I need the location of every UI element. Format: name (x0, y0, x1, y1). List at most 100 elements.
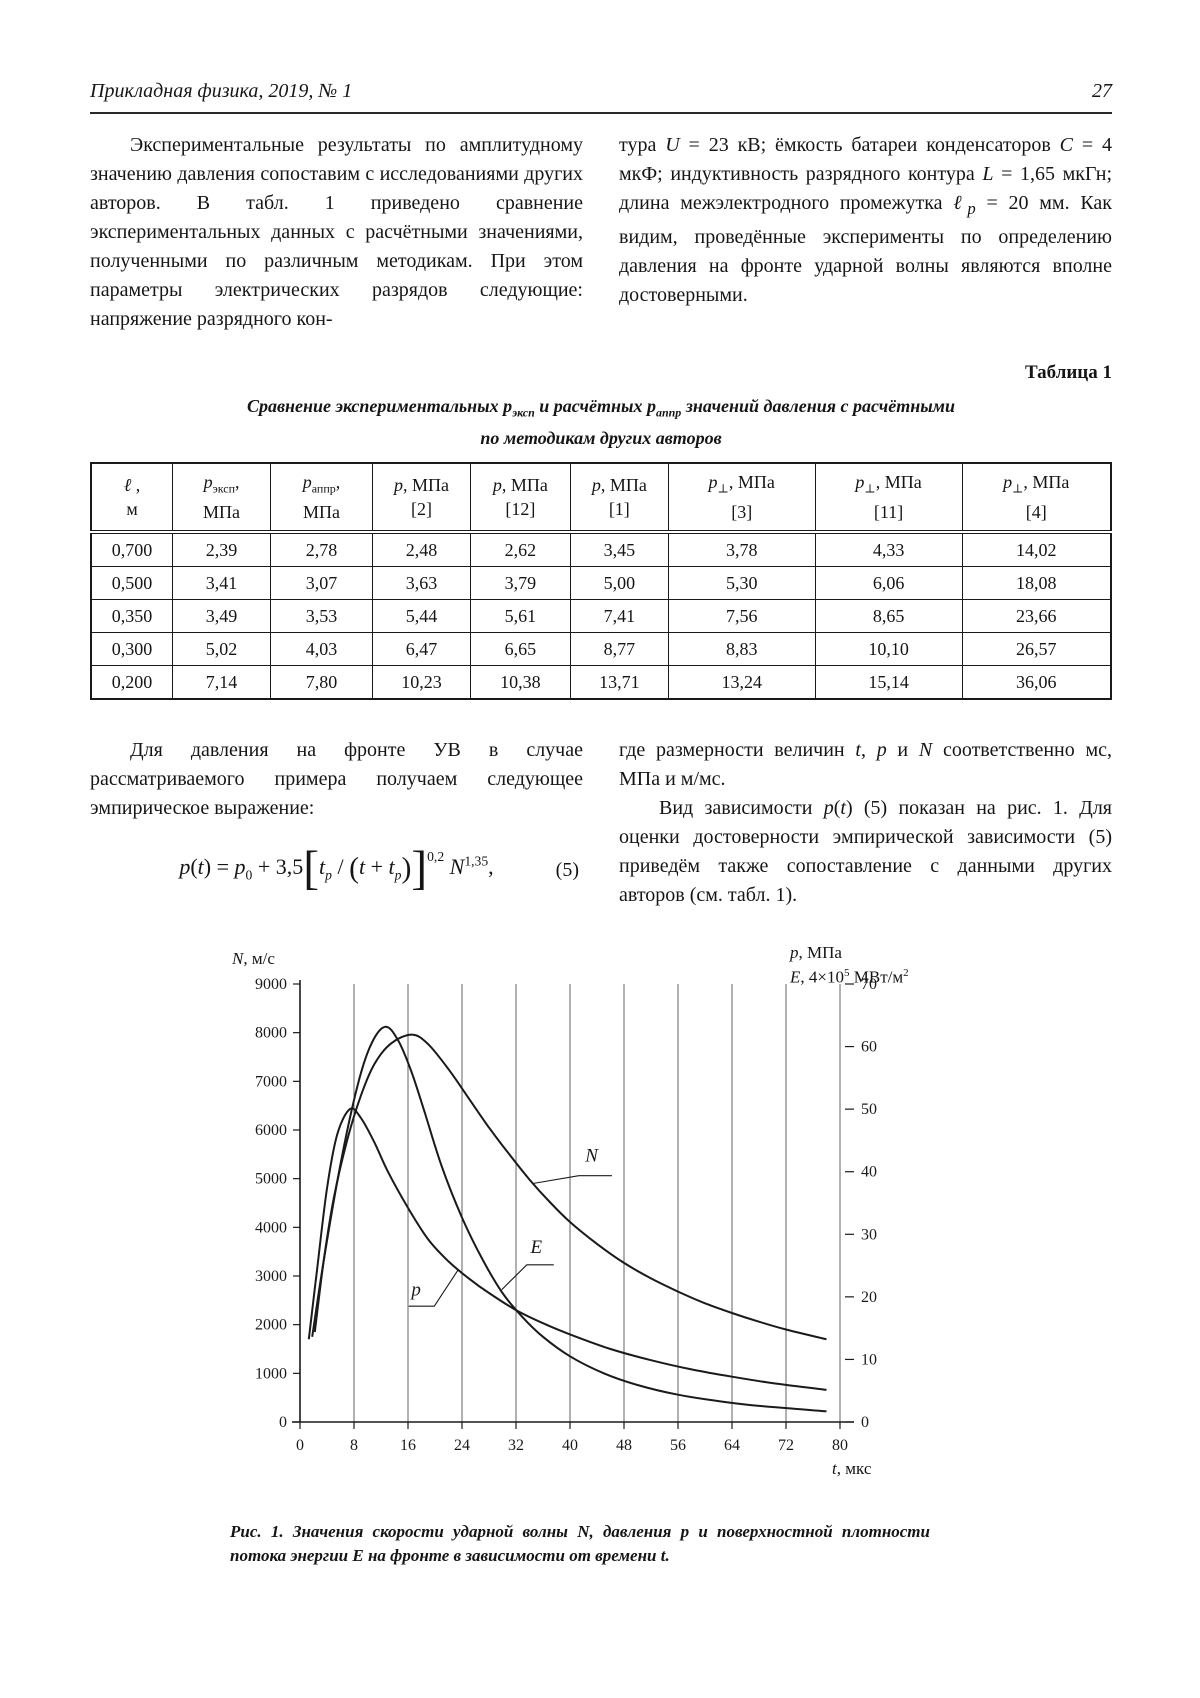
figure-caption: Рис. 1. Значения скорости ударной волны … (230, 1522, 930, 1566)
x-tick-label: 8 (350, 1437, 358, 1454)
right-tick-label: 10 (861, 1352, 877, 1369)
right-axis-title: p, МПа E, 4×105 МВт/м2 (790, 942, 909, 988)
x-tick-label: 80 (832, 1437, 848, 1454)
left-tick-label: 8000 (255, 1025, 287, 1042)
table-cell: 0,300 (90, 632, 174, 667)
table-label: Таблица 1 (1024, 362, 1112, 383)
table-cell: 6,65 (469, 632, 571, 667)
table-row: 0,700 2,39 2,78 2,48 2,62 3,45 3,78 4,33 14,02 (90, 531, 1112, 568)
left-tick-label: 5000 (255, 1171, 287, 1188)
table-cell: 6,47 (372, 632, 471, 667)
table-header-col8: p⊥, МПа [11] (814, 462, 963, 535)
table-cell: 3,41 (172, 566, 271, 601)
chart-canvas: 0 1000 2000 3000 4000 5000 6000 7000 8000 9000 0 8 1… (255, 976, 877, 1454)
table-cell: 26,57 (961, 632, 1112, 667)
table-cell: 5,30 (667, 566, 816, 601)
mid-section: Для давления на фронте УВ в случае рассм… (90, 736, 1112, 910)
left-tick-label: 9000 (255, 976, 287, 993)
page-header: Прикладная физика, 2019, № 1 27 (90, 80, 1112, 103)
curve-label-E: E (529, 1237, 542, 1258)
table-cell: 3,49 (172, 599, 271, 634)
table-caption-line2: по методикам других авторов (480, 427, 722, 448)
x-tick-label: 72 (778, 1437, 794, 1454)
table-cell: 4,33 (814, 531, 963, 568)
left-tick-label: 7000 (255, 1074, 287, 1091)
right-axis-title-pressure: p, МПа (790, 943, 842, 963)
right-tick-label: 50 (861, 1101, 877, 1118)
table-cell: 10,38 (469, 665, 571, 700)
right-tick-label: 70 (861, 976, 877, 993)
x-tick-label: 40 (562, 1437, 578, 1454)
table-cell: 7,41 (569, 599, 669, 634)
table-cell: 5,00 (569, 566, 669, 601)
table-cell: 14,02 (961, 531, 1112, 568)
table-cell: 7,56 (667, 599, 816, 634)
right-tick-label: 40 (861, 1164, 877, 1181)
mid-right-column: где размерности величин t, p и N соответ… (619, 736, 1112, 910)
intro-right-column: тура U = 23 кВ; ёмкость батареи конденса… (619, 131, 1112, 334)
comparison-table: ℓ , м pэксп, МПа pаппр, МПа p, МПа [2] p, МПа [12… (90, 461, 1112, 701)
table-cell: 0,350 (90, 599, 174, 634)
intro-left-column: Экспериментальные результаты по амплитуд… (90, 131, 583, 334)
journal-title: Прикладная физика, 2019, № 1 (90, 80, 353, 102)
right-tick-label: 60 (861, 1039, 877, 1056)
table-cell: 2,78 (270, 531, 373, 568)
table-header-col2: pэксп, МПа (172, 462, 271, 535)
table-cell: 5,44 (372, 599, 471, 634)
right-axis-title-energy: E, 4×105 МВт/м2 (790, 967, 909, 987)
equation-number: (5) (555, 859, 579, 882)
table-caption: Сравнение экспериментальных pэксп и расч… (90, 394, 1112, 451)
table-header-col1: ℓ ,м (90, 462, 174, 535)
page-number: 27 (1092, 80, 1112, 102)
table-cell: 10,23 (372, 665, 471, 700)
x-axis-title: t, мкс (832, 1459, 872, 1479)
curve-E (311, 1025, 827, 1413)
x-tick-label: 56 (670, 1437, 686, 1454)
table-row: 0,500 3,41 3,07 3,63 3,79 5,00 5,30 6,06 18,08 (90, 566, 1112, 601)
table-cell: 0,200 (90, 665, 174, 700)
table-header-col4: p, МПа [2] (372, 462, 471, 535)
table-header-col6: p, МПа [1] (569, 462, 669, 535)
table-header-col7: p⊥, МПа [3] (667, 462, 816, 535)
table-row: 0,350 3,49 3,53 5,44 5,61 7,41 7,56 8,65 23,66 (90, 599, 1112, 634)
table-cell: 13,24 (667, 665, 816, 700)
x-tick-label: 0 (296, 1437, 304, 1454)
figure-1: 0 1000 2000 3000 4000 5000 6000 7000 8000 9000 0 8 1… (90, 938, 1112, 1568)
x-tick-label: 32 (508, 1437, 524, 1454)
table-cell: 13,71 (569, 665, 669, 700)
table-cell: 3,78 (667, 531, 816, 568)
shock-wave-chart: 0 1000 2000 3000 4000 5000 6000 7000 8000 9000 0 8 1… (90, 938, 1112, 1500)
left-tick-label: 4000 (255, 1220, 287, 1237)
table-cell: 8,77 (569, 632, 669, 667)
table-header-col9: p⊥, МПа [4] (961, 462, 1112, 535)
header-rule (90, 112, 1112, 114)
table-row: 0,200 7,14 7,80 10,23 10,38 13,71 13,24 15,14 36… (90, 665, 1112, 700)
table-cell: 3,79 (469, 566, 571, 601)
table-cell: 23,66 (961, 599, 1112, 634)
left-axis-title: N, м/с (232, 949, 275, 969)
table-cell: 2,48 (372, 531, 471, 568)
table-cell: 10,10 (814, 632, 963, 667)
intro-section: Экспериментальные результаты по амплитуд… (90, 131, 1112, 334)
table-caption-line1: Сравнение экспериментальных pэксп и расч… (246, 396, 956, 420)
table-cell: 4,03 (270, 632, 373, 667)
table-header-col5: p, МПа [12] (469, 462, 571, 535)
table-cell: 8,65 (814, 599, 963, 634)
table-cell: 5,61 (469, 599, 571, 634)
table-cell: 3,63 (372, 566, 471, 601)
left-tick-label: 3000 (255, 1268, 287, 1285)
x-tick-label: 64 (724, 1437, 740, 1454)
curve-label-N: N (584, 1145, 599, 1166)
right-tick-label: 30 (861, 1226, 877, 1243)
table-cell: 36,06 (961, 665, 1112, 700)
table-header-col3: pаппр, МПа (270, 462, 373, 535)
curve-p (307, 1107, 827, 1392)
equation-body: p(t) = p0 + 3,5[tp / (t + tp)]0,2 N1,35, (179, 841, 494, 894)
mid-left-column: Для давления на фронте УВ в случае рассм… (90, 736, 583, 910)
table-cell: 2,62 (469, 531, 571, 568)
table-cell: 0,700 (90, 531, 174, 568)
x-tick-label: 48 (616, 1437, 632, 1454)
table-cell: 2,39 (172, 531, 271, 568)
mid-right-paragraph-2: Вид зависимости p(t) (5) показан на рис.… (619, 797, 1112, 907)
